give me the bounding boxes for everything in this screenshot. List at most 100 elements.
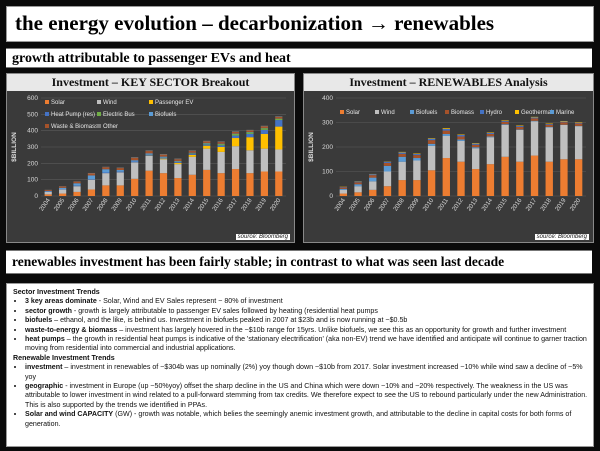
bar-solar	[457, 161, 465, 196]
bar-other	[275, 116, 283, 117]
legend-label: Marine	[556, 110, 575, 116]
bar-passenger-ev	[246, 137, 254, 151]
bar-passenger-ev	[203, 145, 211, 149]
legend-swatch	[149, 100, 153, 104]
bar-wind	[545, 127, 553, 162]
bar-passenger-ev	[174, 162, 182, 165]
bar-solar	[442, 158, 450, 196]
bar-electric-bus	[217, 144, 225, 146]
bar-wind	[398, 161, 406, 181]
list-item: 3 key areas dominate - Solar, Wind and E…	[25, 297, 593, 306]
bar-wind	[501, 124, 509, 157]
bar-wind	[159, 159, 168, 174]
x-tick-label: 2009	[110, 197, 124, 213]
x-tick-label: 2017	[226, 197, 240, 213]
x-tick-label: 2020	[569, 197, 583, 213]
bar-wind	[354, 186, 362, 193]
bar-solar	[159, 173, 168, 196]
bar-hydro	[398, 152, 406, 154]
bar-waste-biomass	[87, 173, 96, 176]
x-tick-label: 2005	[348, 197, 362, 213]
x-tick-label: 2014	[480, 197, 494, 213]
bar-biomass	[369, 175, 377, 178]
bar-wind	[369, 181, 377, 190]
bar-wind	[516, 129, 524, 162]
bar-other	[246, 129, 254, 131]
bar-biomass	[486, 134, 495, 137]
bar-wind	[174, 164, 182, 179]
x-tick-label: 2013	[168, 197, 182, 213]
legend-label: Geothermal	[521, 110, 552, 116]
bar-wind	[383, 171, 392, 187]
bar-wind	[131, 162, 139, 179]
list-item: Solar and wind CAPACITY (GW) - growth wa…	[25, 410, 593, 429]
bar-passenger-ev	[217, 147, 225, 152]
bar-biomass	[560, 122, 568, 125]
chart-panel-sector: Investment – KEY SECTOR Breakout 0 100 200…	[6, 73, 295, 243]
bar-other	[159, 154, 168, 155]
bar-other	[174, 158, 182, 160]
bar-solar	[472, 169, 480, 196]
bar-heat-pump-res	[246, 133, 254, 138]
list-item: sector growth - growth is largely attrib…	[25, 307, 593, 316]
bar-solar	[369, 189, 377, 196]
legend-swatch	[45, 112, 49, 116]
chart-title-renewables: Investment – RENEWABLES Analysis	[304, 74, 593, 91]
bar-biomass	[516, 126, 524, 130]
bar-waste-biomass	[231, 131, 240, 134]
chart-title-sector: Investment – KEY SECTOR Breakout	[7, 74, 294, 91]
bar-heat-pump-res	[131, 161, 139, 163]
bar-other	[145, 150, 153, 152]
bar-solar	[59, 193, 67, 196]
legend-label: Passenger EV	[155, 100, 193, 106]
bar-solar	[203, 169, 211, 196]
bar-solar	[145, 170, 153, 196]
bar-heat-pump-res	[203, 144, 211, 146]
bar-wind	[260, 148, 268, 172]
legend-label: Wind	[381, 110, 395, 116]
source-note-renewables: source: Bloomberg	[534, 234, 589, 240]
legend-swatch	[550, 110, 554, 114]
sector-trends-list: 3 key areas dominate - Solar, Wind and E…	[7, 297, 593, 353]
bar-heat-pump-res	[102, 172, 110, 174]
bar-wind	[574, 126, 583, 160]
bar-biofuels	[174, 160, 182, 162]
legend-label: Hydro	[486, 110, 503, 116]
x-tick-label: 2015	[495, 197, 509, 213]
legend-swatch	[97, 112, 101, 116]
legend-label: Biofuels	[155, 112, 176, 118]
source-note-sector: source: Bloomberg	[235, 234, 290, 240]
bar-biomass	[457, 136, 465, 140]
bar-passenger-ev	[188, 154, 196, 157]
legend-swatch	[45, 124, 49, 128]
legend-swatch	[45, 100, 49, 104]
bar-geothermal	[442, 128, 450, 129]
bar-solar	[246, 173, 254, 196]
page-title: the energy evolution – decarbonization →…	[15, 11, 495, 35]
x-tick-label: 2016	[211, 197, 225, 213]
bar-waste-biomass	[145, 151, 153, 154]
bar-hydro	[545, 123, 553, 125]
bar-wind	[339, 189, 348, 194]
legend-label: Other	[103, 124, 118, 130]
x-tick-label: 2008	[96, 197, 110, 213]
bar-passenger-ev	[231, 138, 240, 147]
x-tick-label: 2017	[525, 197, 539, 213]
bar-waste-biomass	[159, 154, 168, 157]
bar-solar	[102, 185, 110, 196]
bar-wind	[217, 151, 225, 174]
bar-wind	[457, 140, 465, 162]
legend-swatch	[375, 110, 379, 114]
bar-solar	[501, 156, 509, 196]
bar-passenger-ev	[159, 158, 168, 160]
bar-hydro	[457, 134, 465, 137]
bar-wind	[442, 135, 450, 159]
x-tick-label: 2018	[539, 197, 553, 213]
x-tick-label: 2005	[53, 197, 67, 213]
x-tick-label: 2012	[451, 197, 465, 213]
x-tick-label: 2004	[38, 197, 52, 213]
bar-other	[217, 141, 225, 143]
bar-wind	[188, 156, 196, 175]
